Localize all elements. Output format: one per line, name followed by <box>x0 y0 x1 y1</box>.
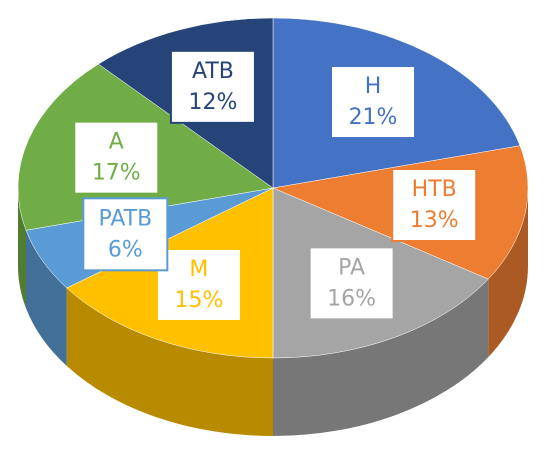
data-label: A 17% <box>73 120 160 195</box>
data-label: PATB 6% <box>82 197 169 272</box>
label-category: M <box>189 257 208 282</box>
slice-side <box>488 188 528 358</box>
label-value: 12% <box>188 90 237 115</box>
label-box <box>330 65 417 140</box>
data-label: HTB 13% <box>391 168 478 243</box>
label-box <box>155 247 242 322</box>
label-category: PA <box>338 255 365 280</box>
label-category: ATB <box>192 59 234 84</box>
slice-side <box>18 188 27 309</box>
label-box <box>169 49 256 124</box>
slice-side <box>273 279 489 436</box>
label-value: 13% <box>410 208 459 233</box>
label-value: 17% <box>92 161 141 186</box>
slice-side <box>26 230 67 366</box>
slice-side <box>66 287 273 436</box>
data-label: ATB 12% <box>169 49 256 124</box>
data-label: PA 16% <box>308 246 395 321</box>
label-value: 15% <box>174 288 223 313</box>
label-category: H <box>365 74 382 99</box>
label-box <box>308 246 395 321</box>
label-value: 6% <box>108 237 143 262</box>
label-box <box>391 168 478 243</box>
label-value: 16% <box>327 286 376 311</box>
label-category: HTB <box>412 177 457 202</box>
label-value: 21% <box>349 105 398 130</box>
label-box <box>73 120 160 195</box>
label-category: PATB <box>98 206 152 231</box>
label-category: A <box>109 130 124 155</box>
data-label: H 21% <box>330 65 417 140</box>
label-box <box>82 197 169 272</box>
data-label: M 15% <box>155 247 242 322</box>
